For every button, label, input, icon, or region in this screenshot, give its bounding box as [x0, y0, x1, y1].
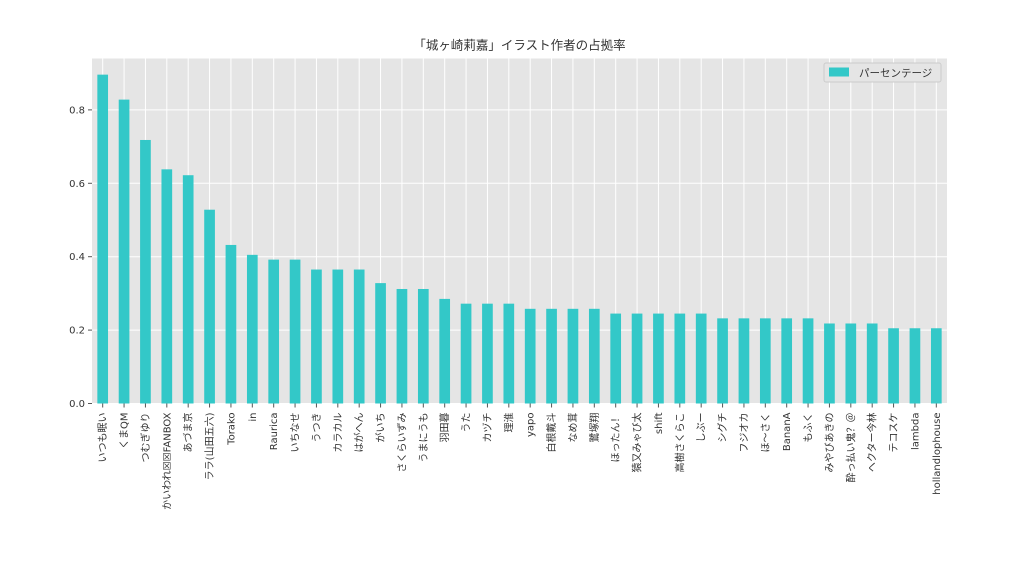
bar	[97, 74, 109, 404]
bar	[866, 323, 878, 404]
x-tick-label: lambda	[910, 413, 921, 450]
x-tick-label: 白根戴斗	[545, 413, 558, 453]
y-tick-label: 0.4	[69, 252, 85, 263]
y-tick-label: 0.2	[69, 326, 85, 337]
x-tick-label: なめ茸	[567, 413, 579, 443]
x-tick-label: 羽田暮	[438, 413, 451, 443]
y-axis-ticks: 0.0 0.2 0.4 0.6 0.8	[69, 105, 92, 410]
bar	[396, 288, 408, 404]
x-tick-label: hollandlophouse	[932, 413, 943, 495]
y-tick-label: 0.8	[69, 105, 85, 116]
bar	[567, 308, 579, 404]
bar	[375, 283, 386, 404]
bars	[97, 74, 942, 404]
x-tick-label: 鷺塚翔	[588, 413, 601, 443]
x-tick-label: いつも眠い	[97, 413, 109, 463]
legend: パーセンテージ	[823, 62, 942, 83]
x-tick-label: ララ(山田五六)	[204, 412, 216, 480]
x-tick-label: いちなせ	[290, 413, 302, 453]
x-tick-label: はがへん	[353, 413, 366, 453]
bar	[546, 308, 557, 404]
x-tick-label: BananA	[782, 412, 793, 451]
bar	[588, 308, 600, 404]
bar	[610, 313, 622, 404]
bar	[524, 308, 536, 404]
x-tick-label: うまにうも	[418, 413, 430, 463]
x-tick-label: しぶー	[696, 413, 708, 443]
bar	[930, 328, 942, 404]
x-tick-label: うつき	[311, 413, 323, 443]
x-tick-label: シグチ	[716, 413, 729, 443]
x-tick-label: がいち	[374, 413, 387, 443]
bar	[482, 303, 493, 404]
x-tick-label: ヘクター今林	[866, 413, 879, 473]
x-tick-label: つむぎゆり	[139, 413, 152, 463]
bar	[845, 323, 857, 404]
bar	[118, 99, 130, 404]
x-tick-label: 理淮	[503, 413, 515, 433]
x-tick-label: Raurica	[269, 413, 280, 451]
x-tick-label: yapo	[526, 413, 537, 438]
x-tick-label: ほったん！	[610, 413, 622, 463]
bar	[182, 175, 194, 404]
chart-title: 「城ヶ崎莉嘉」イラスト作者の占拠率	[413, 38, 625, 53]
x-tick-label: あづま京	[182, 413, 195, 453]
x-tick-label: Torako	[226, 413, 237, 446]
x-tick-label: みやびあきの	[824, 413, 836, 473]
bar	[802, 318, 814, 404]
x-tick-label: かいわれ☒☒FANBOX	[161, 412, 173, 510]
bar	[311, 269, 322, 404]
x-tick-label: フジオカ	[738, 413, 750, 453]
bar	[759, 318, 771, 404]
x-tick-label: カヅチ	[482, 413, 494, 443]
x-tick-label: カラカル	[332, 413, 344, 453]
bar	[417, 288, 429, 404]
legend-box	[823, 62, 942, 83]
bar	[503, 303, 515, 404]
bar	[225, 244, 237, 404]
bar	[246, 254, 258, 404]
bar	[674, 313, 686, 404]
bar	[204, 209, 215, 404]
legend-label: パーセンテージ	[859, 68, 932, 80]
bar	[909, 328, 921, 404]
bar	[781, 318, 793, 404]
bar	[332, 269, 344, 404]
bar	[439, 298, 451, 404]
x-axis-ticks: いつも眠い くまQM つむぎゆり かいわれ☒☒FANBOX あづま京 ララ(山田五六) To…	[97, 403, 943, 510]
bar	[268, 259, 280, 404]
x-tick-label: in	[248, 413, 259, 422]
bar	[353, 269, 365, 404]
x-tick-label: 酔っ払い鬼？＠	[844, 413, 857, 483]
bar	[161, 169, 173, 404]
bar	[653, 313, 664, 404]
x-tick-label: shift	[654, 412, 665, 434]
bar	[717, 318, 728, 404]
x-tick-label: くまQM	[119, 413, 131, 450]
bar	[824, 323, 835, 404]
bar	[738, 318, 750, 404]
bar	[460, 303, 472, 404]
bar	[140, 139, 151, 404]
x-tick-label: 高樹さくらこ	[673, 413, 686, 473]
bar	[695, 313, 707, 404]
bar	[631, 313, 643, 404]
x-tick-label: さくらいずみ	[396, 413, 408, 473]
y-tick-label: 0.0	[69, 399, 85, 410]
y-tick-label: 0.6	[69, 179, 85, 190]
x-tick-label: うた	[461, 413, 473, 433]
x-tick-label: テコスケ	[888, 413, 900, 453]
x-tick-label: 猿又みゃび太	[631, 413, 644, 473]
bar	[888, 328, 899, 404]
x-tick-label: ほ〜さく	[760, 413, 772, 453]
x-tick-label: もふく	[803, 413, 815, 443]
bar	[289, 259, 301, 404]
legend-swatch	[829, 67, 849, 77]
